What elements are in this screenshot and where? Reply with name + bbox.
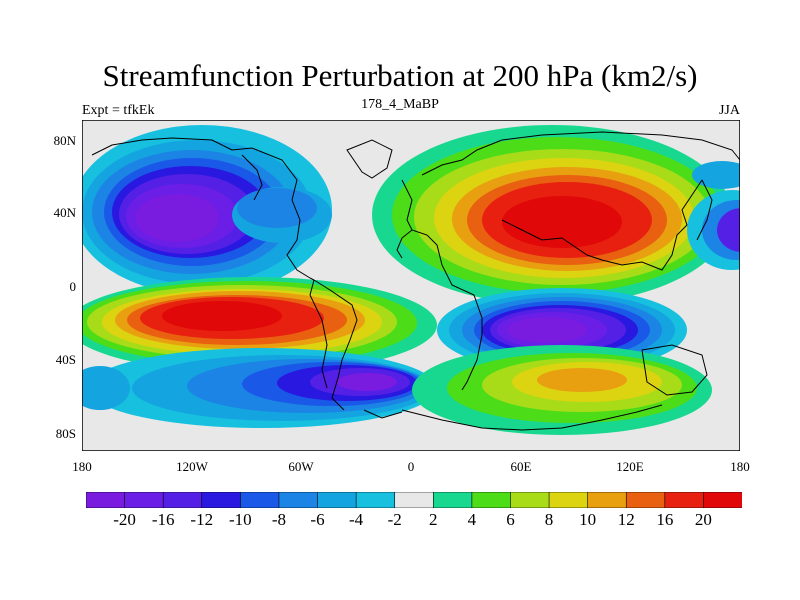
colorbar-swatch: [394, 491, 435, 509]
colorbar-swatch: [201, 491, 242, 509]
y-tick-label: 80S: [55, 426, 76, 441]
negative-anomaly-northwest-pacific: [687, 161, 740, 270]
colorbar-label: -20: [113, 510, 136, 529]
colorbar-swatch: [510, 491, 550, 509]
x-tick-label: 180: [730, 459, 750, 474]
colorbar-swatch: [85, 491, 126, 509]
x-tick-label: 120W: [176, 459, 208, 474]
colorbar-swatch: [471, 491, 512, 509]
colorbar-swatch: [124, 491, 164, 509]
colorbar: [85, 491, 743, 513]
colorbar-label: -12: [190, 510, 214, 529]
colorbar-swatches: [85, 491, 743, 509]
colorbar-label: -2: [387, 510, 402, 529]
colorbar-label: -16: [151, 510, 175, 529]
positive-anomaly-eurasia: [372, 125, 732, 305]
y-tick-label: 0: [69, 279, 77, 294]
x-tick-label: 180: [72, 459, 92, 474]
negative-anomaly-indian-ocean: [437, 288, 687, 372]
x-tick-label: 120E: [616, 459, 644, 474]
colorbar-label: 6: [506, 510, 515, 529]
map-title: Streamfunction Perturbation at 200 hPa (…: [102, 58, 698, 93]
colorbar-label: 4: [467, 510, 477, 529]
case-label: 178_4_MaBP: [361, 97, 439, 112]
colorbar-label: 10: [579, 510, 597, 529]
colorbar-label: 16: [656, 510, 674, 529]
coastlines: [91, 131, 740, 431]
y-tick-label: 40S: [55, 352, 76, 367]
colorbar-label: 8: [544, 510, 554, 529]
colorbar-label: 2: [429, 510, 438, 529]
colorbar-swatch: [317, 491, 357, 509]
colorbar-label: 12: [617, 510, 635, 529]
colorbar-swatch: [355, 491, 396, 509]
colorbar-swatch: [548, 491, 589, 509]
colorbar-label: -8: [271, 510, 287, 529]
y-tick-label: 40N: [53, 205, 76, 220]
x-tick-label: 0: [407, 459, 415, 474]
season-label: JJA: [718, 103, 740, 118]
negative-anomaly-southern-ocean: [82, 348, 437, 428]
colorbar-label: -10: [229, 510, 252, 529]
experiment-label: Expt = tfkEk: [82, 103, 155, 118]
colorbar-label: -6: [310, 510, 325, 529]
x-tick-label: 60E: [510, 459, 532, 474]
positive-anomaly-south-pacific: [82, 277, 437, 373]
map-panel: [82, 120, 740, 451]
colorbar-swatch: [664, 491, 705, 509]
colorbar-swatch: [432, 491, 473, 509]
x-tick-label: 60W: [288, 459, 314, 474]
negative-anomaly-north-pacific: [82, 125, 332, 295]
y-tick-label: 80N: [53, 133, 76, 148]
colorbar-swatch: [278, 491, 319, 509]
positive-anomaly-southern-indian: [412, 345, 712, 435]
colorbar-swatch: [703, 491, 743, 509]
colorbar-swatch: [240, 491, 280, 509]
colorbar-swatch: [625, 491, 666, 509]
colorbar-swatch: [162, 491, 203, 509]
colorbar-label: 20: [694, 510, 712, 529]
contour-map: [82, 120, 740, 451]
colorbar-swatch: [587, 491, 628, 509]
colorbar-label: -4: [349, 510, 364, 529]
